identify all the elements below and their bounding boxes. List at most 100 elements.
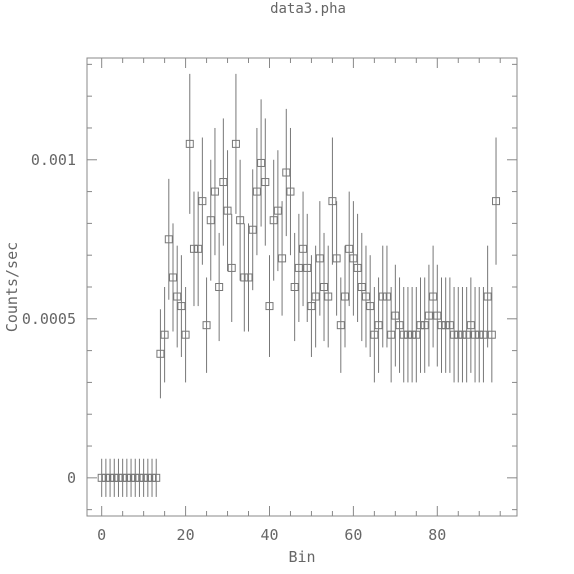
point-marker bbox=[424, 311, 433, 320]
point-marker bbox=[336, 321, 345, 330]
data-point bbox=[361, 245, 370, 348]
point-marker bbox=[248, 225, 257, 234]
data-point bbox=[106, 458, 115, 497]
point-marker bbox=[391, 311, 400, 320]
point-marker bbox=[374, 321, 383, 330]
x-tick-label: 60 bbox=[344, 526, 362, 544]
data-point bbox=[97, 458, 106, 497]
point-marker bbox=[131, 473, 140, 482]
data-point bbox=[110, 458, 119, 497]
data-point bbox=[408, 287, 417, 383]
data-point bbox=[315, 201, 324, 316]
point-marker bbox=[487, 330, 496, 339]
data-point bbox=[403, 287, 412, 383]
point-marker bbox=[143, 473, 152, 482]
data-point bbox=[324, 245, 333, 348]
data-point bbox=[382, 245, 391, 348]
data-point bbox=[148, 458, 157, 497]
point-marker bbox=[257, 158, 266, 167]
data-point bbox=[206, 159, 215, 281]
data-point bbox=[429, 245, 438, 348]
point-marker bbox=[152, 473, 161, 482]
point-marker bbox=[441, 321, 450, 330]
point-marker bbox=[303, 263, 312, 272]
point-marker bbox=[399, 330, 408, 339]
data-point bbox=[236, 159, 245, 281]
data-point bbox=[181, 287, 190, 383]
point-marker bbox=[181, 330, 190, 339]
point-marker bbox=[361, 292, 370, 301]
data-point bbox=[332, 201, 341, 316]
point-marker bbox=[231, 139, 240, 148]
data-point bbox=[227, 213, 236, 322]
point-marker bbox=[353, 263, 362, 272]
data-point bbox=[336, 277, 345, 373]
point-marker bbox=[252, 187, 261, 196]
data-point bbox=[286, 127, 295, 256]
data-point bbox=[420, 277, 429, 373]
point-marker bbox=[311, 292, 320, 301]
point-marker bbox=[189, 244, 198, 253]
point-marker bbox=[370, 330, 379, 339]
point-marker bbox=[382, 292, 391, 301]
data-series bbox=[97, 73, 501, 497]
data-point bbox=[479, 287, 488, 383]
y-axis-label: Counts/sec bbox=[3, 242, 21, 332]
data-point bbox=[164, 178, 173, 300]
data-point bbox=[101, 458, 110, 497]
data-point bbox=[139, 458, 148, 497]
data-point bbox=[370, 287, 379, 383]
point-marker bbox=[395, 321, 404, 330]
point-marker bbox=[492, 197, 501, 206]
point-marker bbox=[320, 283, 329, 291]
data-point bbox=[458, 287, 467, 383]
data-point bbox=[357, 232, 366, 342]
data-point bbox=[441, 277, 450, 373]
data-point bbox=[466, 277, 475, 373]
point-marker bbox=[403, 330, 412, 339]
data-point bbox=[303, 213, 312, 322]
data-point bbox=[177, 255, 186, 357]
data-point bbox=[391, 264, 400, 367]
data-point bbox=[194, 191, 203, 307]
point-marker bbox=[345, 244, 354, 253]
x-tick-label: 20 bbox=[177, 526, 195, 544]
data-point bbox=[156, 309, 165, 399]
point-marker bbox=[458, 330, 467, 339]
data-point bbox=[454, 287, 463, 383]
data-point bbox=[223, 150, 232, 272]
data-point bbox=[399, 287, 408, 383]
data-point bbox=[353, 213, 362, 322]
x-tick-label: 40 bbox=[260, 526, 278, 544]
data-point bbox=[244, 223, 253, 332]
point-marker bbox=[206, 216, 215, 225]
point-marker bbox=[307, 302, 316, 311]
data-point bbox=[282, 108, 291, 237]
data-point bbox=[210, 127, 219, 256]
point-marker bbox=[324, 292, 333, 301]
point-marker bbox=[223, 206, 232, 215]
data-point bbox=[257, 99, 266, 227]
point-marker bbox=[437, 321, 446, 330]
point-marker bbox=[240, 273, 249, 282]
point-marker bbox=[227, 263, 236, 272]
point-marker bbox=[433, 311, 442, 320]
point-marker bbox=[332, 254, 341, 263]
x-tick-label: 0 bbox=[97, 526, 106, 544]
data-point bbox=[219, 118, 228, 246]
x-axis-tick-labels: 0 20 40 60 80 bbox=[97, 526, 446, 544]
point-marker bbox=[282, 168, 291, 177]
data-point bbox=[127, 458, 136, 497]
point-marker bbox=[164, 235, 173, 244]
data-point bbox=[311, 245, 320, 348]
point-marker bbox=[475, 330, 484, 339]
point-marker bbox=[341, 292, 349, 301]
data-point bbox=[307, 255, 316, 357]
data-point bbox=[189, 191, 198, 307]
point-marker bbox=[215, 283, 224, 291]
point-marker bbox=[160, 330, 169, 339]
point-marker bbox=[202, 321, 211, 330]
point-marker bbox=[416, 321, 425, 330]
